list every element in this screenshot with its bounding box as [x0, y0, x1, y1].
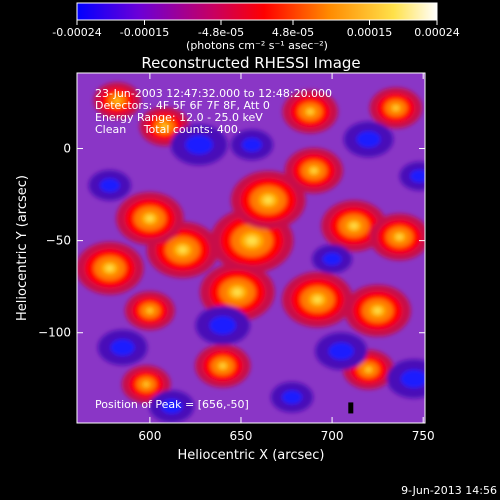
negative-blob-core — [99, 178, 120, 193]
emission-blob — [313, 296, 322, 303]
emission-blob — [246, 236, 258, 246]
emission-blob — [311, 168, 317, 173]
emission-blob — [146, 215, 154, 222]
emission-blob — [178, 246, 188, 254]
negative-blob-core — [110, 339, 135, 356]
emission-blob — [105, 265, 114, 272]
negative-blob-core — [185, 135, 214, 155]
x-tick-label: 600 — [138, 429, 161, 443]
emission-blob — [396, 234, 403, 240]
negative-blob-core — [356, 131, 381, 148]
colorbar-tick-label: 0.00024 — [414, 26, 460, 39]
annotation-clean-counts: Clean Total counts: 400. — [95, 123, 241, 136]
emission-blob — [162, 125, 167, 128]
emission-blob — [232, 288, 243, 296]
emission-blob — [366, 368, 371, 371]
x-axis-label: Heliocentric X (arcsec) — [178, 448, 325, 463]
emission-blob — [373, 307, 382, 314]
plot-frame — [76, 72, 426, 424]
colorbar-tick-label: 0.00015 — [347, 26, 393, 39]
colorbar-tick-label: 4.8e-05 — [272, 26, 314, 39]
image-area — [77, 73, 425, 423]
emission-blob — [220, 364, 226, 368]
annotation-energy-range: Energy Range: 12.0 - 25.0 keV — [95, 111, 263, 124]
colorbar-tick-labels: -0.00024 -0.00015 -4.8e-05 4.8e-05 0.00015 0.… — [52, 26, 459, 39]
colorbar — [76, 2, 438, 21]
negative-blob-core — [241, 137, 263, 152]
emission-blob — [350, 223, 358, 229]
emission-blob — [263, 196, 274, 204]
colorbar-tick-label: -0.00015 — [120, 26, 169, 39]
colorbar-unit-label: (photons cm⁻² s⁻¹ asec⁻²) — [186, 39, 328, 52]
annotation-time-range: 23-Jun-2003 12:47:32.000 to 12:48:20.000 — [95, 87, 332, 100]
y-axis-label: Heliocentric Y (arcsec) — [15, 175, 30, 321]
y-tick-label: −100 — [38, 326, 71, 340]
x-tick-label: 700 — [321, 429, 344, 443]
negative-blob-core — [209, 316, 237, 335]
negative-blob-core — [328, 342, 354, 360]
annotation-detectors: Detectors: 4F 5F 6F 7F 8F, Att 0 — [95, 99, 270, 112]
emission-blob — [393, 106, 398, 110]
colorbar-tick-label: -0.00024 — [52, 26, 101, 39]
emission-blob — [115, 99, 119, 102]
emission-blob — [144, 383, 148, 386]
emission-blob — [307, 109, 313, 114]
y-axis-ticks: 0 −50 −100 — [38, 142, 425, 340]
emission-blob — [148, 309, 152, 312]
colorbar-ticks — [76, 20, 438, 25]
negative-blob-core — [160, 399, 183, 414]
peak-position-label: Position of Peak = [656,-50] — [95, 398, 249, 411]
y-tick-label: 0 — [63, 142, 71, 156]
x-tick-label: 650 — [230, 429, 253, 443]
y-tick-label: −50 — [46, 234, 71, 248]
peak-marker — [348, 402, 354, 414]
image-blobs — [77, 82, 425, 423]
negative-blob-core — [281, 390, 303, 405]
negative-blob-core — [410, 169, 425, 183]
negative-blob-core — [322, 252, 342, 266]
x-tick-label: 750 — [412, 429, 435, 443]
x-axis-ticks: 600 650 700 750 — [138, 73, 435, 443]
footer-date: 9-Jun-2013 14:56 — [401, 484, 497, 497]
colorbar-tick-label: -4.8e-05 — [198, 26, 244, 39]
negative-blob-core — [400, 369, 425, 388]
chart-title: Reconstructed RHESSI Image — [141, 54, 360, 72]
